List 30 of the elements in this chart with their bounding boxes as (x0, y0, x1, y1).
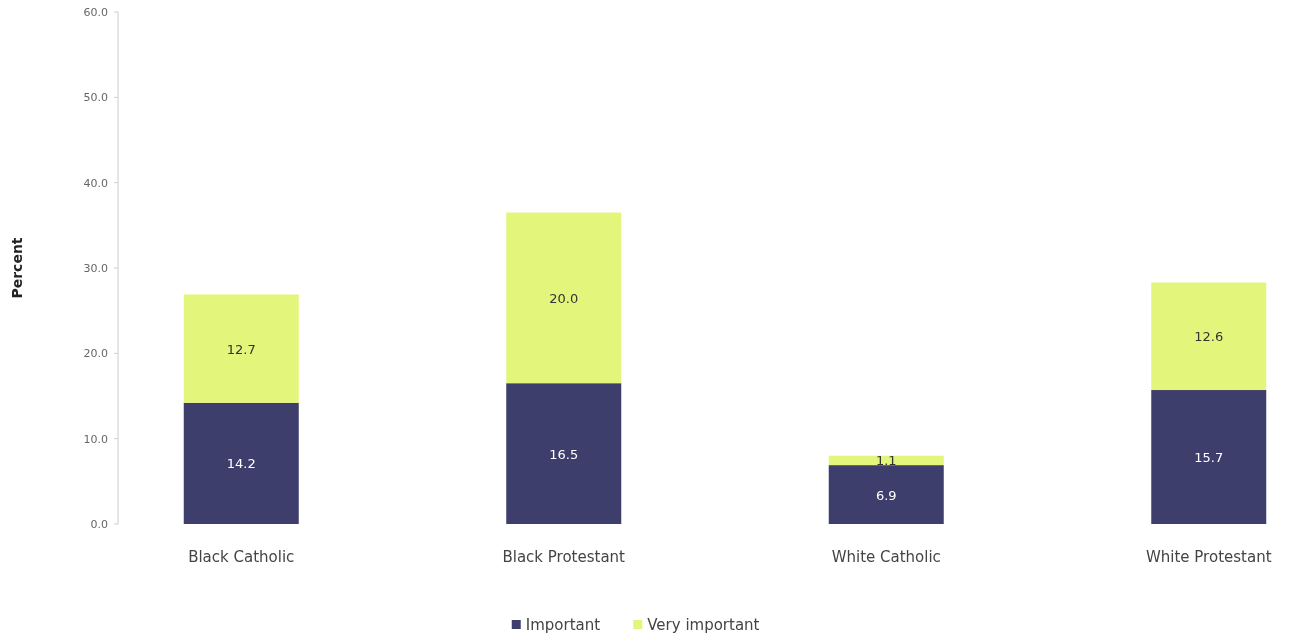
y-tick-label: 60.0 (83, 6, 108, 19)
data-label: 14.2 (226, 456, 256, 472)
x-tick-label: Black Protestant (502, 548, 626, 566)
y-tick-label: 40.0 (83, 176, 108, 190)
bar (183, 402, 299, 524)
bar (506, 383, 622, 524)
y-tick-label: 10.0 (83, 432, 108, 446)
legend-label: Important (525, 616, 601, 634)
y-axis-title: Percent (9, 237, 25, 299)
y-tick-label: 50.0 (83, 91, 108, 105)
data-label: 12.7 (226, 341, 256, 357)
y-tick-label: 0.0 (90, 518, 108, 531)
data-label: 15.7 (1194, 450, 1224, 466)
bar (1151, 282, 1267, 391)
data-label: 1.1 (875, 453, 897, 469)
data-label: 20.0 (549, 290, 579, 306)
data-label: 6.9 (875, 487, 897, 503)
bar (183, 294, 299, 403)
y-tick-label: 30.0 (83, 262, 108, 275)
bar (1151, 390, 1267, 524)
data-label: 12.6 (1194, 329, 1224, 345)
x-tick-label: White Catholic (831, 548, 941, 566)
y-tick-label: 20.0 (83, 347, 108, 361)
bar (828, 455, 944, 466)
bar (506, 212, 622, 384)
x-tick-label: Black Catholic (188, 548, 295, 566)
legend-label: Very important (647, 616, 760, 634)
data-label: 16.5 (549, 446, 579, 462)
x-tick-label: White Protestant (1145, 548, 1272, 566)
bar (828, 465, 944, 524)
